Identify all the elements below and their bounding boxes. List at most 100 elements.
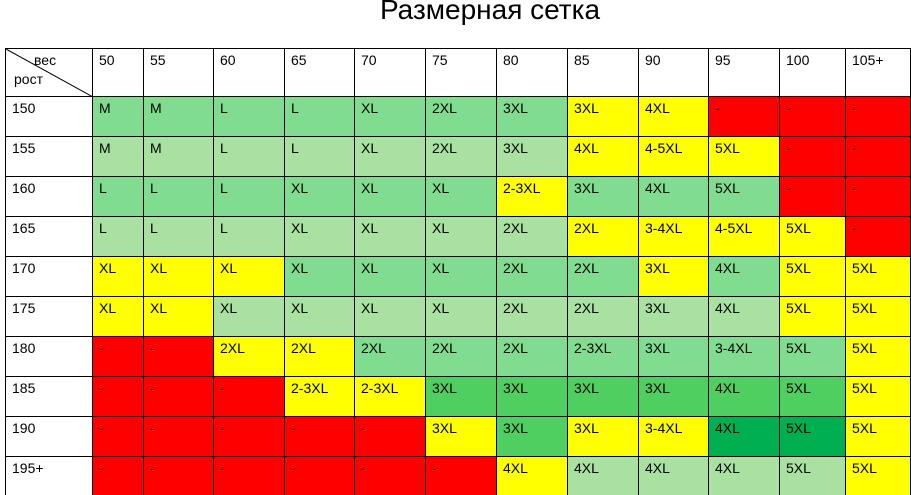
table-row: 155 M M L L XL 2XL 3XL 4XL 4-5XL 5XL - - bbox=[5, 136, 911, 177]
size-cell: XL bbox=[354, 296, 426, 337]
size-cell: 5XL bbox=[779, 296, 846, 337]
column-header: 75 bbox=[425, 48, 497, 97]
size-cell: L bbox=[92, 216, 144, 257]
corner-cell: вес рост bbox=[5, 48, 93, 97]
size-cell: 4XL bbox=[496, 456, 568, 495]
size-cell: - bbox=[779, 136, 846, 177]
size-cell: 2-3XL bbox=[567, 336, 639, 377]
size-cell: 2XL bbox=[496, 296, 568, 337]
size-cell: 4XL bbox=[638, 456, 709, 495]
size-cell: L bbox=[143, 176, 214, 217]
size-cell: L bbox=[284, 96, 355, 137]
size-cell: XL bbox=[143, 296, 214, 337]
size-cell: 2-3XL bbox=[496, 176, 568, 217]
size-cell: 3XL bbox=[567, 376, 639, 417]
table-row: 160 L L L XL XL XL 2-3XL 3XL 4XL 5XL - - bbox=[5, 176, 911, 217]
size-cell: M bbox=[92, 96, 144, 137]
row-label: 195+ bbox=[5, 456, 93, 495]
size-cell: 3-4XL bbox=[708, 336, 780, 377]
size-cell: 4-5XL bbox=[638, 136, 709, 177]
size-cell: - bbox=[92, 456, 144, 495]
size-cell: 4XL bbox=[638, 176, 709, 217]
column-header: 100 bbox=[779, 48, 846, 97]
size-table: вес рост 50 55 60 65 70 75 80 85 90 95 100 105+ 150… bbox=[5, 48, 911, 495]
size-cell: 2XL bbox=[496, 256, 568, 297]
size-cell: 5XL bbox=[779, 216, 846, 257]
size-cell: XL bbox=[354, 176, 426, 217]
size-cell: 2XL bbox=[496, 336, 568, 377]
size-cell: 4XL bbox=[708, 456, 780, 495]
size-cell: 3XL bbox=[425, 376, 497, 417]
column-header: 80 bbox=[496, 48, 568, 97]
size-cell: 2XL bbox=[425, 96, 497, 137]
size-cell: - bbox=[779, 176, 846, 217]
column-header: 65 bbox=[284, 48, 355, 97]
size-cell: 4XL bbox=[708, 376, 780, 417]
size-cell: - bbox=[143, 416, 214, 457]
size-cell: 3XL bbox=[425, 416, 497, 457]
size-cell: XL bbox=[284, 176, 355, 217]
size-cell: - bbox=[92, 376, 144, 417]
size-cell: 2XL bbox=[425, 136, 497, 177]
size-cell: 5XL bbox=[708, 176, 780, 217]
header-row: вес рост 50 55 60 65 70 75 80 85 90 95 100 105+ bbox=[5, 48, 911, 97]
size-cell: XL bbox=[284, 216, 355, 257]
column-header: 60 bbox=[213, 48, 285, 97]
size-cell: XL bbox=[213, 296, 285, 337]
size-cell: - bbox=[708, 96, 780, 137]
size-cell: 5XL bbox=[779, 416, 846, 457]
size-cell: 5XL bbox=[845, 256, 911, 297]
size-cell: 3XL bbox=[496, 416, 568, 457]
table-row: 185- - -2-3XL 2-3XL 3XL 3XL 3XL 3XL 4XL 5XL 5XL bbox=[5, 376, 911, 417]
size-cell: - bbox=[284, 416, 355, 457]
size-cell: 2XL bbox=[425, 336, 497, 377]
size-cell: L bbox=[92, 176, 144, 217]
size-cell: 5XL bbox=[779, 456, 846, 495]
size-cell: 3XL bbox=[567, 176, 639, 217]
size-cell: 4XL bbox=[708, 256, 780, 297]
size-cell: 5XL bbox=[845, 336, 911, 377]
size-cell: 2XL bbox=[567, 296, 639, 337]
column-header: 90 bbox=[638, 48, 709, 97]
size-cell: XL bbox=[354, 216, 426, 257]
size-cell: - bbox=[354, 456, 426, 495]
size-cell: XL bbox=[284, 296, 355, 337]
corner-diagonal bbox=[6, 49, 92, 96]
size-cell: 3XL bbox=[496, 376, 568, 417]
size-cell: 5XL bbox=[779, 336, 846, 377]
row-label: 185 bbox=[5, 376, 93, 417]
table-row: 150 M M L L XL 2XL 3XL 3XL 4XL - - - bbox=[5, 96, 911, 137]
size-cell: XL bbox=[425, 216, 497, 257]
table-row: 195+ - - - - - -4XL 4XL 4XL 4XL 5XL 5XL bbox=[5, 456, 911, 495]
size-cell: 4XL bbox=[567, 456, 639, 495]
size-cell: 3XL bbox=[638, 296, 709, 337]
column-header: 70 bbox=[354, 48, 426, 97]
size-cell: 3XL bbox=[496, 136, 568, 177]
size-cell: XL bbox=[92, 296, 144, 337]
size-cell: 3XL bbox=[496, 96, 568, 137]
size-cell: - bbox=[213, 376, 285, 417]
row-label: 155 bbox=[5, 136, 93, 177]
table-row: 170 XL XL XL XL XL XL 2XL 2XL 3XL 4XL 5XL 5XL bbox=[5, 256, 911, 297]
size-cell: 4-5XL bbox=[708, 216, 780, 257]
size-cell: 5XL bbox=[779, 376, 846, 417]
size-cell: 2XL bbox=[354, 336, 426, 377]
size-cell: 5XL bbox=[708, 136, 780, 177]
size-cell: 2XL bbox=[496, 216, 568, 257]
size-cell: - bbox=[845, 96, 911, 137]
row-label: 175 bbox=[5, 296, 93, 337]
size-cell: 5XL bbox=[845, 376, 911, 417]
size-cell: 3XL bbox=[638, 376, 709, 417]
table-body: вес рост 50 55 60 65 70 75 80 85 90 95 100 105+ 150… bbox=[5, 48, 911, 495]
size-cell: - bbox=[143, 456, 214, 495]
size-cell: 2XL bbox=[284, 336, 355, 377]
size-cell: 3XL bbox=[567, 96, 639, 137]
table-row: 180- -2XL 2XL 2XL 2XL 2XL 2-3XL 3XL 3-4XL 5XL 5XL bbox=[5, 336, 911, 377]
size-cell: XL bbox=[354, 136, 426, 177]
size-cell: L bbox=[213, 96, 285, 137]
size-cell: - bbox=[425, 456, 497, 495]
size-cell: - bbox=[213, 416, 285, 457]
size-cell: - bbox=[845, 216, 911, 257]
column-header: 55 bbox=[143, 48, 214, 97]
title: Размерная сетка bbox=[379, 0, 601, 25]
